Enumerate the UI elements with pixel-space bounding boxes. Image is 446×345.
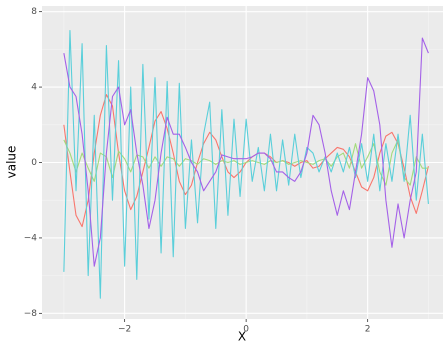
x-axis-title: X (238, 330, 246, 344)
y-tick-label: 8 (31, 7, 37, 17)
x-tick-label: 2 (365, 325, 371, 335)
y-axis-title: value (5, 146, 19, 179)
x-tick-label: 0 (243, 325, 249, 335)
series-line (63, 37, 429, 267)
series-line (63, 29, 429, 299)
y-tick-label: 0 (31, 158, 37, 168)
series-line (63, 139, 429, 186)
y-tick-label: 4 (31, 83, 37, 93)
x-tick-label: −2 (118, 325, 131, 335)
y-tick-label: −4 (24, 233, 38, 243)
y-tick-label: −8 (24, 309, 38, 319)
